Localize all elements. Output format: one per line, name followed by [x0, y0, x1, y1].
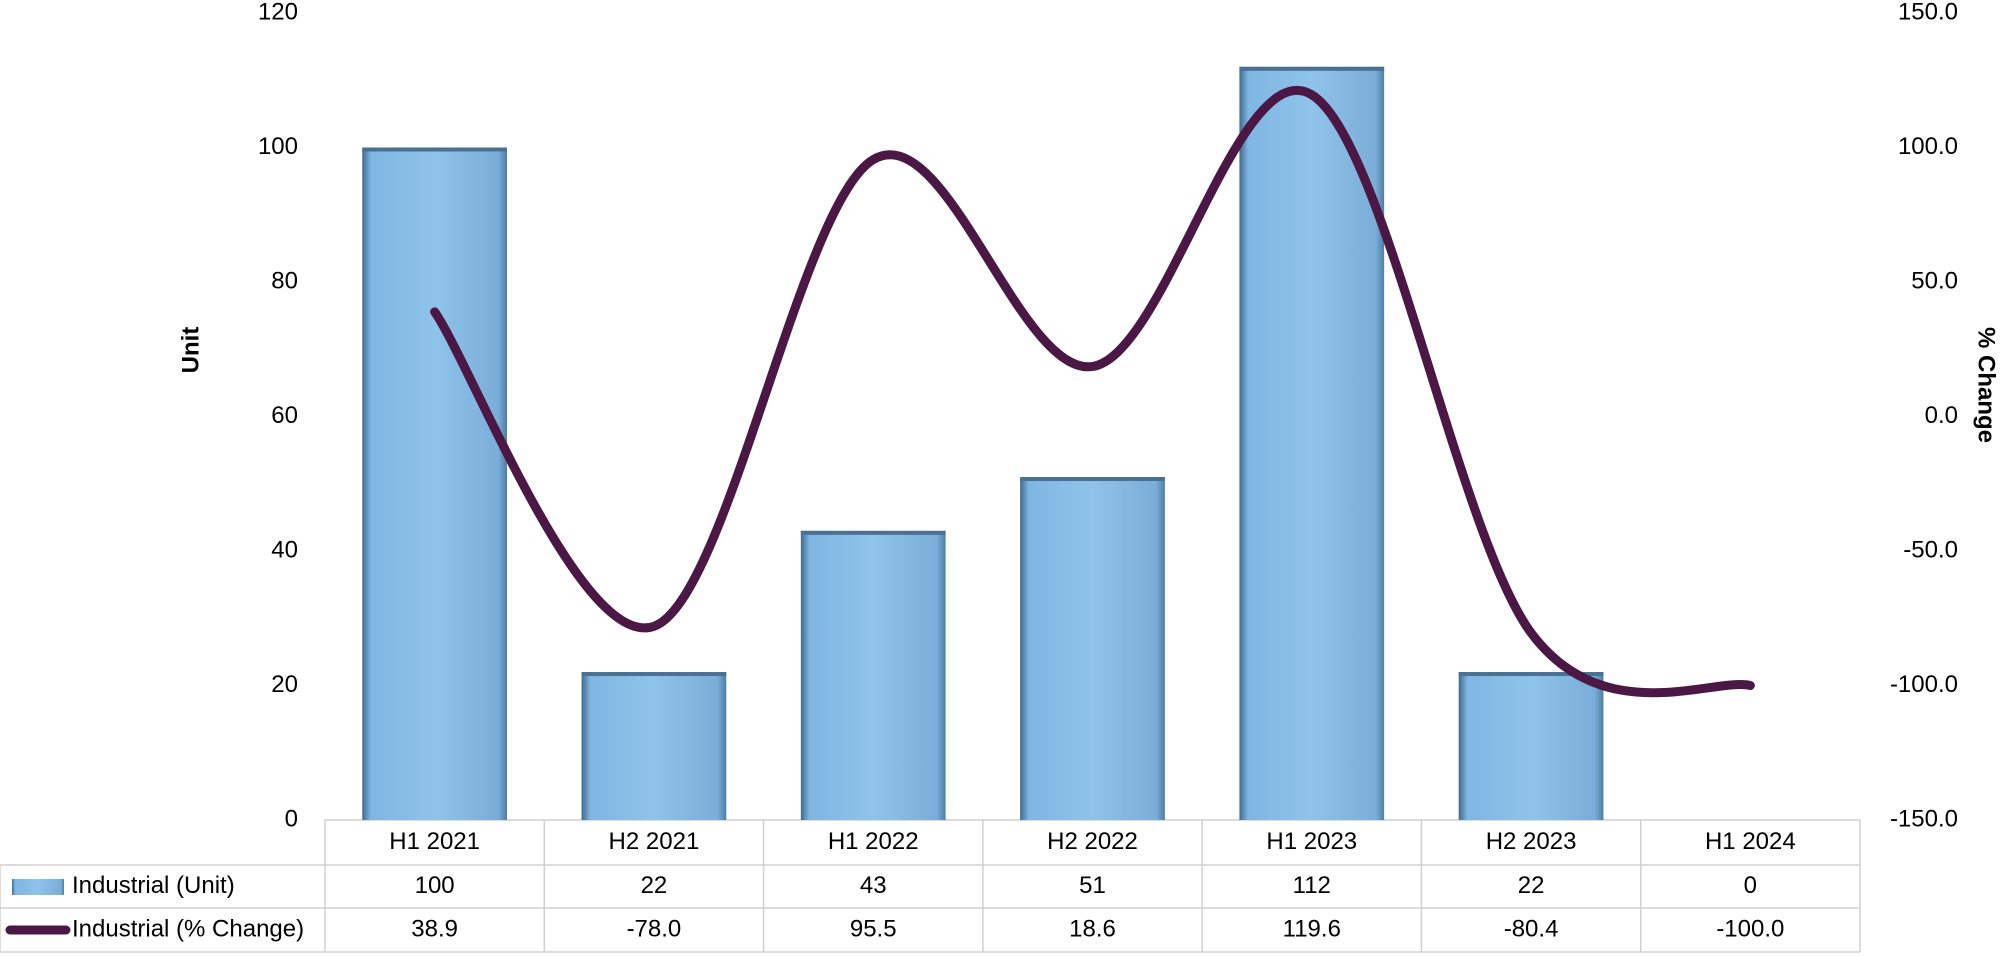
bar [800, 530, 946, 820]
table-cell: 0 [1744, 872, 1757, 899]
x-tick-label: H2 2022 [1047, 828, 1138, 855]
bar-top [800, 530, 946, 535]
x-tick-label: H2 2021 [609, 828, 700, 855]
table-cell: 112 [1293, 872, 1331, 899]
bar-top [581, 672, 727, 677]
table-cell: -100.0 [1716, 915, 1784, 942]
table-cell: 18.6 [1069, 915, 1116, 942]
table-cell: 100 [415, 872, 455, 899]
bar [1458, 672, 1604, 820]
y-tick-label: 100 [258, 133, 298, 160]
y-tick-label: 0 [285, 805, 298, 832]
table-cell: 38.9 [411, 915, 458, 942]
table-cell: 51 [1079, 872, 1106, 899]
y2-tick-label: -150.0 [1890, 805, 1958, 832]
table-cell: -80.4 [1504, 915, 1559, 942]
table-cell: 22 [641, 872, 668, 899]
y-tick-label: 20 [271, 671, 298, 698]
table-cell: 95.5 [850, 915, 897, 942]
table-cell: 119.6 [1283, 915, 1341, 942]
y-tick-label: 60 [271, 402, 298, 429]
x-tick-label: H1 2022 [828, 828, 919, 855]
y-tick-label: 40 [271, 536, 298, 563]
y2-tick-label: 0.0 [1925, 402, 1958, 429]
y-tick-label: 120 [258, 0, 298, 25]
y2-tick-label: 50.0 [1911, 267, 1958, 294]
bar-top [362, 147, 508, 152]
y2-axis-title: % Change [1973, 327, 2000, 443]
table-cell: 43 [860, 872, 887, 899]
bar-top [1020, 477, 1165, 482]
bar-top [1458, 672, 1604, 677]
bar [1020, 477, 1165, 820]
x-tick-label: H1 2021 [389, 828, 480, 855]
x-tick-label: H1 2024 [1705, 828, 1796, 855]
table-cell: -78.0 [627, 915, 682, 942]
legend-label: Industrial (Unit) [72, 872, 235, 899]
y2-tick-label: 100.0 [1898, 133, 1958, 160]
bar [362, 147, 508, 820]
bar-top [1239, 66, 1385, 71]
y2-tick-label: -50.0 [1903, 536, 1958, 563]
table-cell: 22 [1518, 872, 1545, 899]
y2-tick-label: -100.0 [1890, 671, 1958, 698]
y-axis-title: Unit [177, 327, 204, 374]
bar [1239, 66, 1385, 821]
legend-swatch [12, 879, 64, 895]
x-tick-label: H1 2023 [1266, 828, 1357, 855]
y2-tick-label: 150.0 [1898, 0, 1958, 25]
line [430, 86, 1755, 698]
x-tick-label: H2 2023 [1486, 828, 1577, 855]
legend-label: Industrial (% Change) [72, 915, 304, 942]
bar [581, 672, 727, 820]
y-tick-label: 80 [271, 267, 298, 294]
